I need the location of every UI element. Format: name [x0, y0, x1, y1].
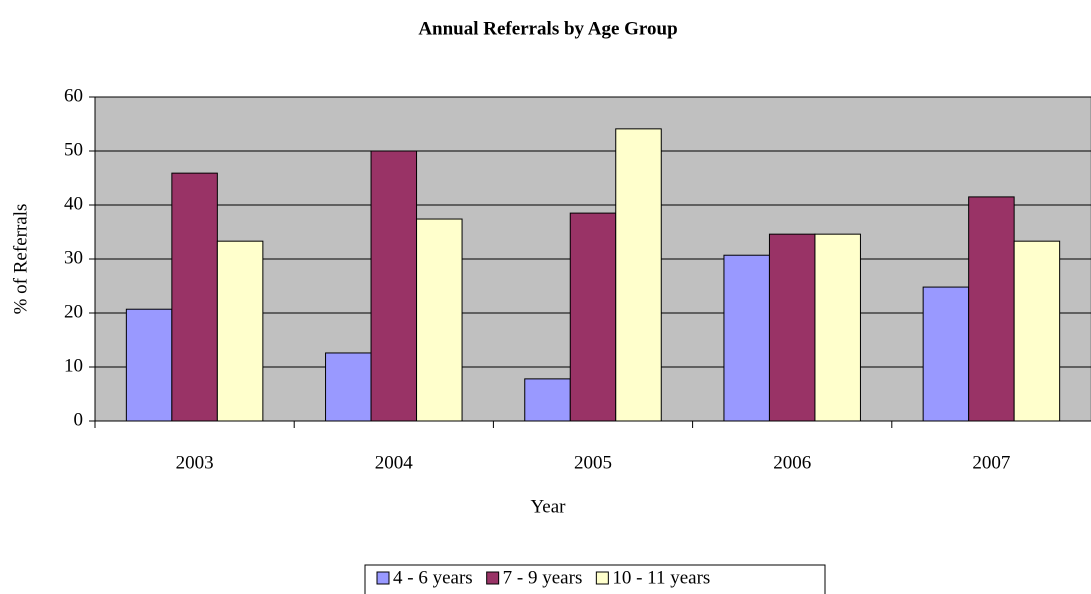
bar [524, 378, 571, 422]
legend-label: 4 - 6 years [393, 567, 473, 588]
bar [325, 352, 372, 422]
bar [216, 240, 264, 422]
y-tick-label: 20 [64, 301, 83, 322]
y-tick-label: 0 [74, 409, 84, 430]
bar [125, 308, 173, 422]
legend-label: 7 - 9 years [503, 567, 583, 588]
legend-label: 10 - 11 years [612, 567, 710, 588]
legend-swatch [486, 571, 500, 585]
y-axis-label: % of Referrals [10, 204, 31, 315]
legend [364, 564, 826, 594]
x-tick-label: 2004 [375, 452, 414, 473]
bar [723, 254, 770, 422]
legend-swatch [376, 571, 390, 585]
bar [416, 218, 463, 422]
x-tick-label: 2005 [574, 452, 612, 473]
legend-swatch [595, 571, 609, 585]
bar [370, 150, 418, 422]
bar [768, 233, 816, 422]
x-tick-label: 2006 [773, 452, 811, 473]
x-tick-label: 2003 [176, 452, 214, 473]
bar [1013, 240, 1061, 422]
bar [968, 196, 1015, 422]
y-tick-label: 50 [64, 139, 83, 160]
bar [922, 286, 970, 422]
bar [569, 212, 617, 422]
bar [814, 233, 861, 422]
y-tick-label: 10 [64, 355, 83, 376]
bar [615, 128, 662, 422]
bar [171, 172, 218, 422]
x-axis-label: Year [530, 496, 566, 517]
y-tick-label: 40 [64, 193, 83, 214]
y-tick-label: 30 [64, 247, 83, 268]
chart-title: Annual Referrals by Age Group [418, 18, 677, 39]
x-tick-label: 2007 [972, 452, 1010, 473]
y-tick-label: 60 [64, 85, 83, 106]
